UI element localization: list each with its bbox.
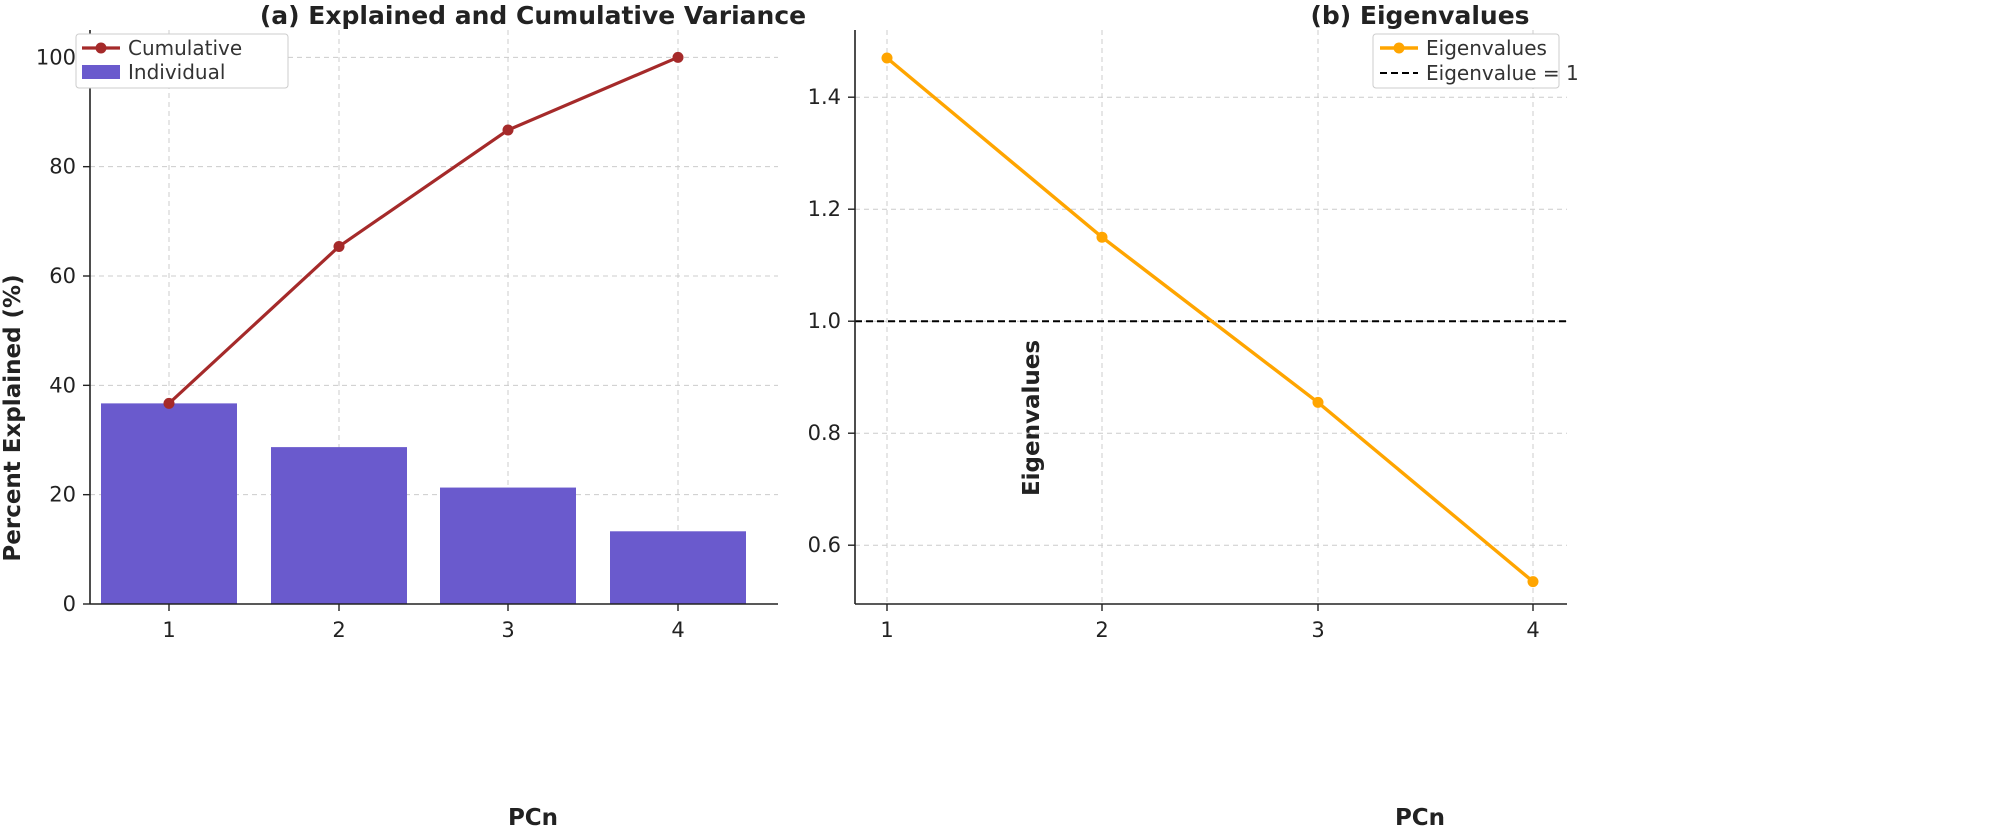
panel-a-legend-individual-swatch [82,65,120,79]
panel-a-bar [101,403,237,604]
panel-b-title: (b) Eigenvalues [1310,1,1529,30]
panel-a-legend-cumulative-marker [95,42,107,54]
panel-a-cumulative-point [333,240,345,252]
panel-b-ytick-label: 0.8 [808,421,841,445]
panel-a-cumulative-point [502,124,514,136]
panel-b: (b) Eigenvalues PCn Eigenvalues 0.6 0.8 1.… [808,1,1579,831]
panel-b-xtick-label: 1 [880,618,893,642]
panel-a-legend-cumulative-label: Cumulative [128,36,242,60]
panel-a-xtick-label: 4 [671,618,684,642]
panel-b-eigenvalue-point [1527,576,1539,588]
panel-b-xtick-label: 2 [1095,618,1108,642]
panel-b-legend-box [1372,33,1560,89]
panel-a: (a) Explained and Cumulative Variance PC… [0,1,806,831]
panel-a-ytick-label: 40 [49,373,76,397]
panel-b-ytick-label: 1.4 [808,85,841,109]
panel-b-xlabel: PCn [1395,805,1445,831]
panel-b-xtick-label: 3 [1311,618,1324,642]
panel-a-bar [271,447,407,604]
panel-a-ytick-label: 0 [63,592,76,616]
panel-b-xtick-label: 4 [1526,618,1539,642]
panel-a-plot-area: 0 20 40 60 80 100 1 2 3 4 [36,30,778,642]
panel-a-xtick-label: 3 [501,618,514,642]
panel-a-ylabel: Percent Explained (%) [0,274,26,561]
panel-b-legend-eigenvalues-label: Eigenvalues [1426,36,1547,60]
panel-a-cumulative-point [163,397,175,409]
panel-b-ytick-label: 1.2 [808,197,841,221]
panel-a-xlabel: PCn [508,805,558,831]
panel-a-legend-box [75,33,289,89]
panel-a-ytick-label: 80 [49,155,76,179]
panel-b-legend-eigenvalues-marker [1393,42,1405,54]
panel-b-ytick-label: 0.6 [808,533,841,557]
panel-b-ytick-label: 1.0 [808,309,841,333]
panel-b-plot-area: 0.6 0.8 1.0 1.2 1.4 1 2 3 4 [808,30,1567,642]
panel-b-eigenvalue-point [1096,231,1108,243]
panel-a-bar [610,531,746,604]
panel-b-ylabel: Eigenvalues [1019,340,1045,496]
panel-b-eigenvalue-line [885,56,1535,583]
panel-a-xtick-label: 2 [332,618,345,642]
panel-a-ytick-label: 100 [36,45,76,69]
panel-a-ytick-label: 20 [49,483,76,507]
panel-a-legend-individual-label: Individual [128,60,225,84]
panel-b-eigenvalue-point [1312,396,1324,408]
panel-b-eigenvalue-point [881,52,893,64]
panel-a-ytick-label: 60 [49,264,76,288]
panel-a-bar [440,487,576,604]
panel-b-legend-reference-label: Eigenvalue = 1 [1426,61,1579,85]
panel-a-cumulative-line [167,55,679,405]
panel-a-title: (a) Explained and Cumulative Variance [260,1,806,30]
panel-a-xtick-label: 1 [162,618,175,642]
panel-a-cumulative-point [672,51,684,63]
